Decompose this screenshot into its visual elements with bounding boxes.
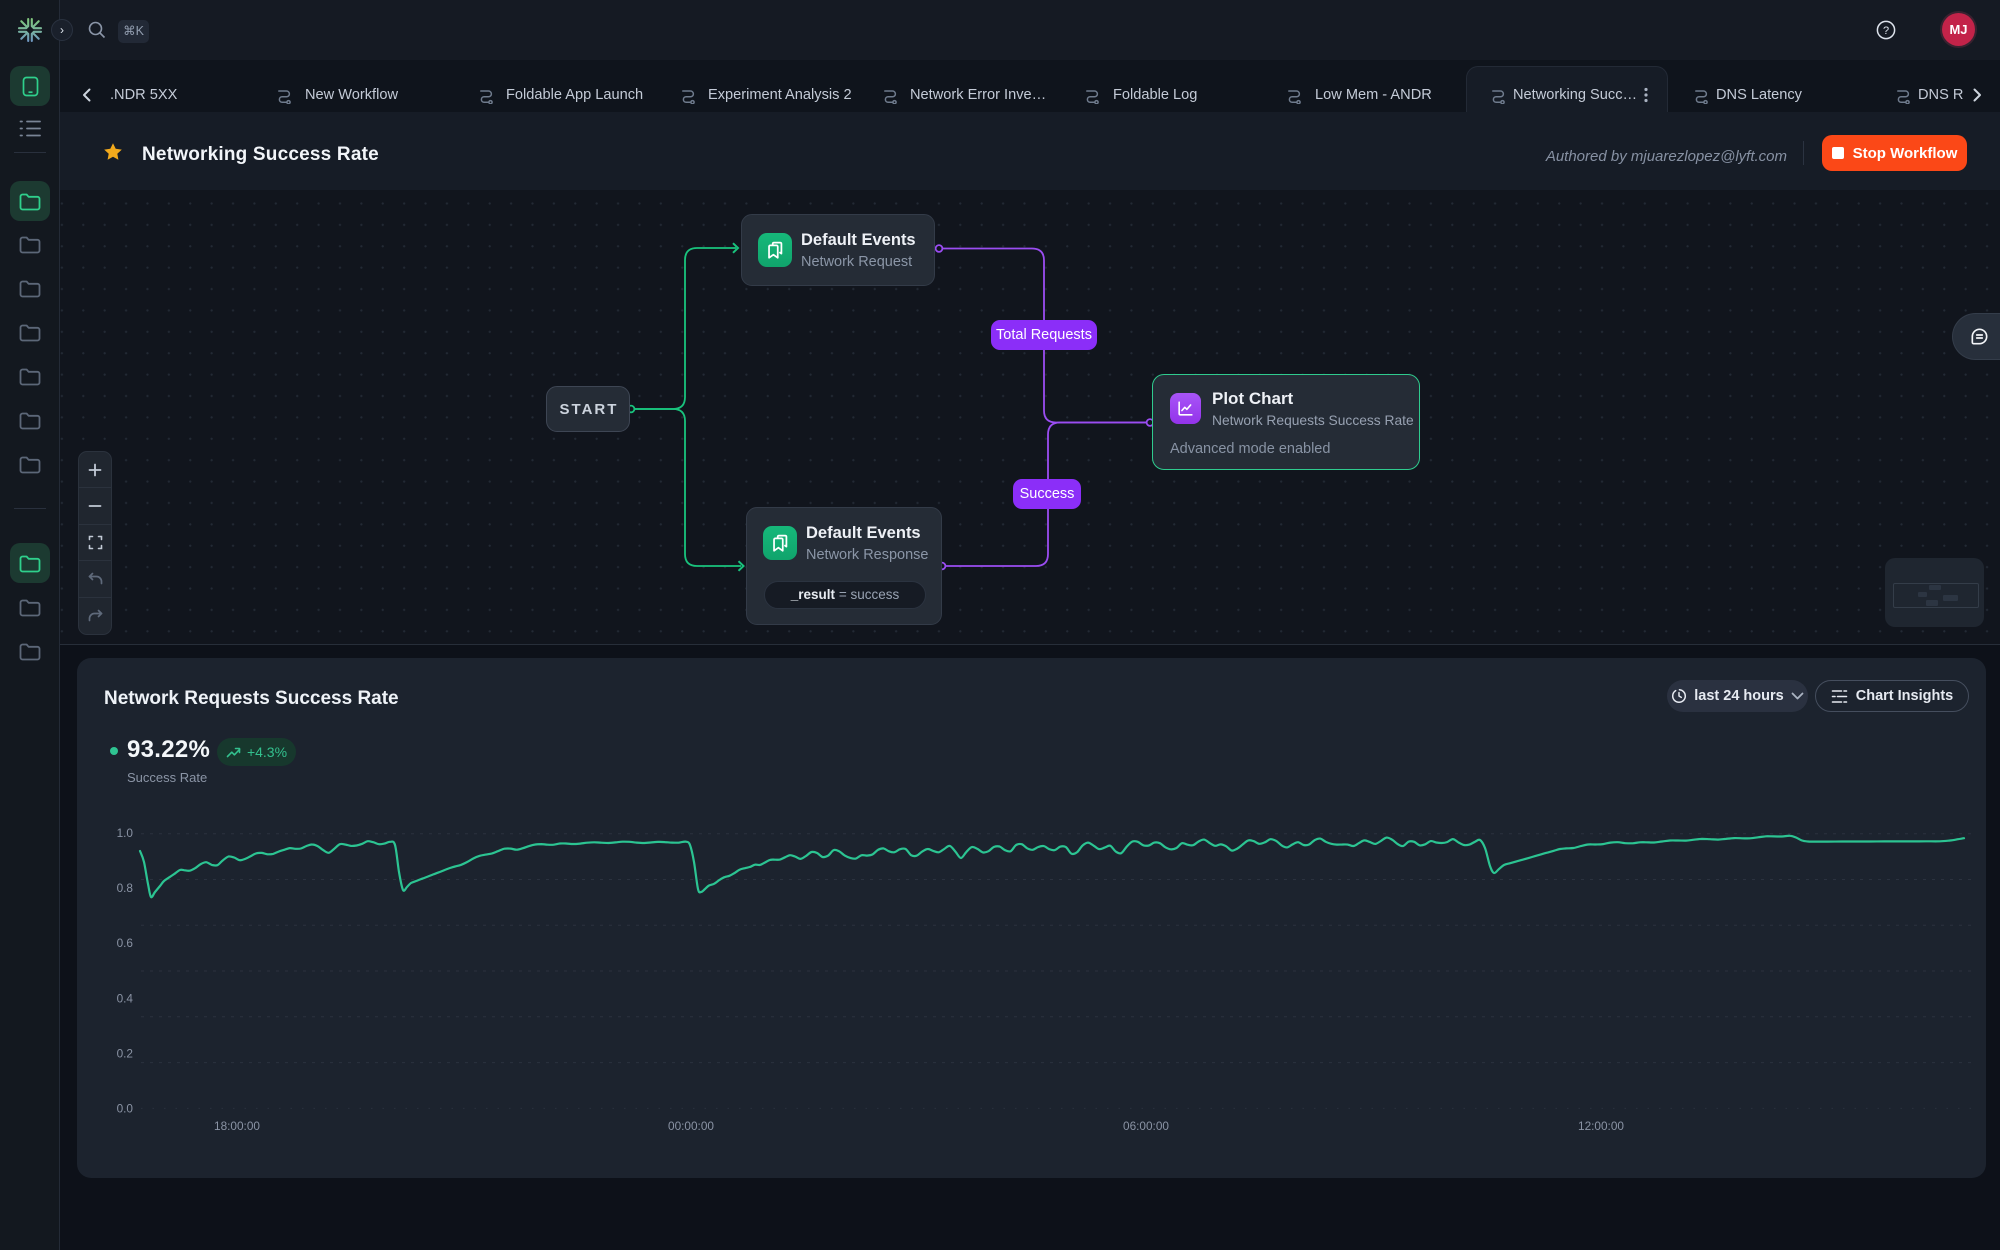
- svg-text:?: ?: [1883, 25, 1889, 37]
- svg-text:00:00:00: 00:00:00: [668, 1119, 714, 1133]
- svg-text:0.6: 0.6: [117, 936, 134, 950]
- svg-text:12:00:00: 12:00:00: [1578, 1119, 1624, 1133]
- svg-text:0.4: 0.4: [117, 991, 134, 1005]
- svg-text:0.8: 0.8: [117, 881, 134, 895]
- svg-text:1.0: 1.0: [117, 826, 134, 840]
- svg-text:0.0: 0.0: [117, 1102, 134, 1116]
- svg-text:06:00:00: 06:00:00: [1123, 1119, 1169, 1133]
- svg-text:0.2: 0.2: [117, 1046, 133, 1060]
- svg-text:18:00:00: 18:00:00: [214, 1119, 260, 1133]
